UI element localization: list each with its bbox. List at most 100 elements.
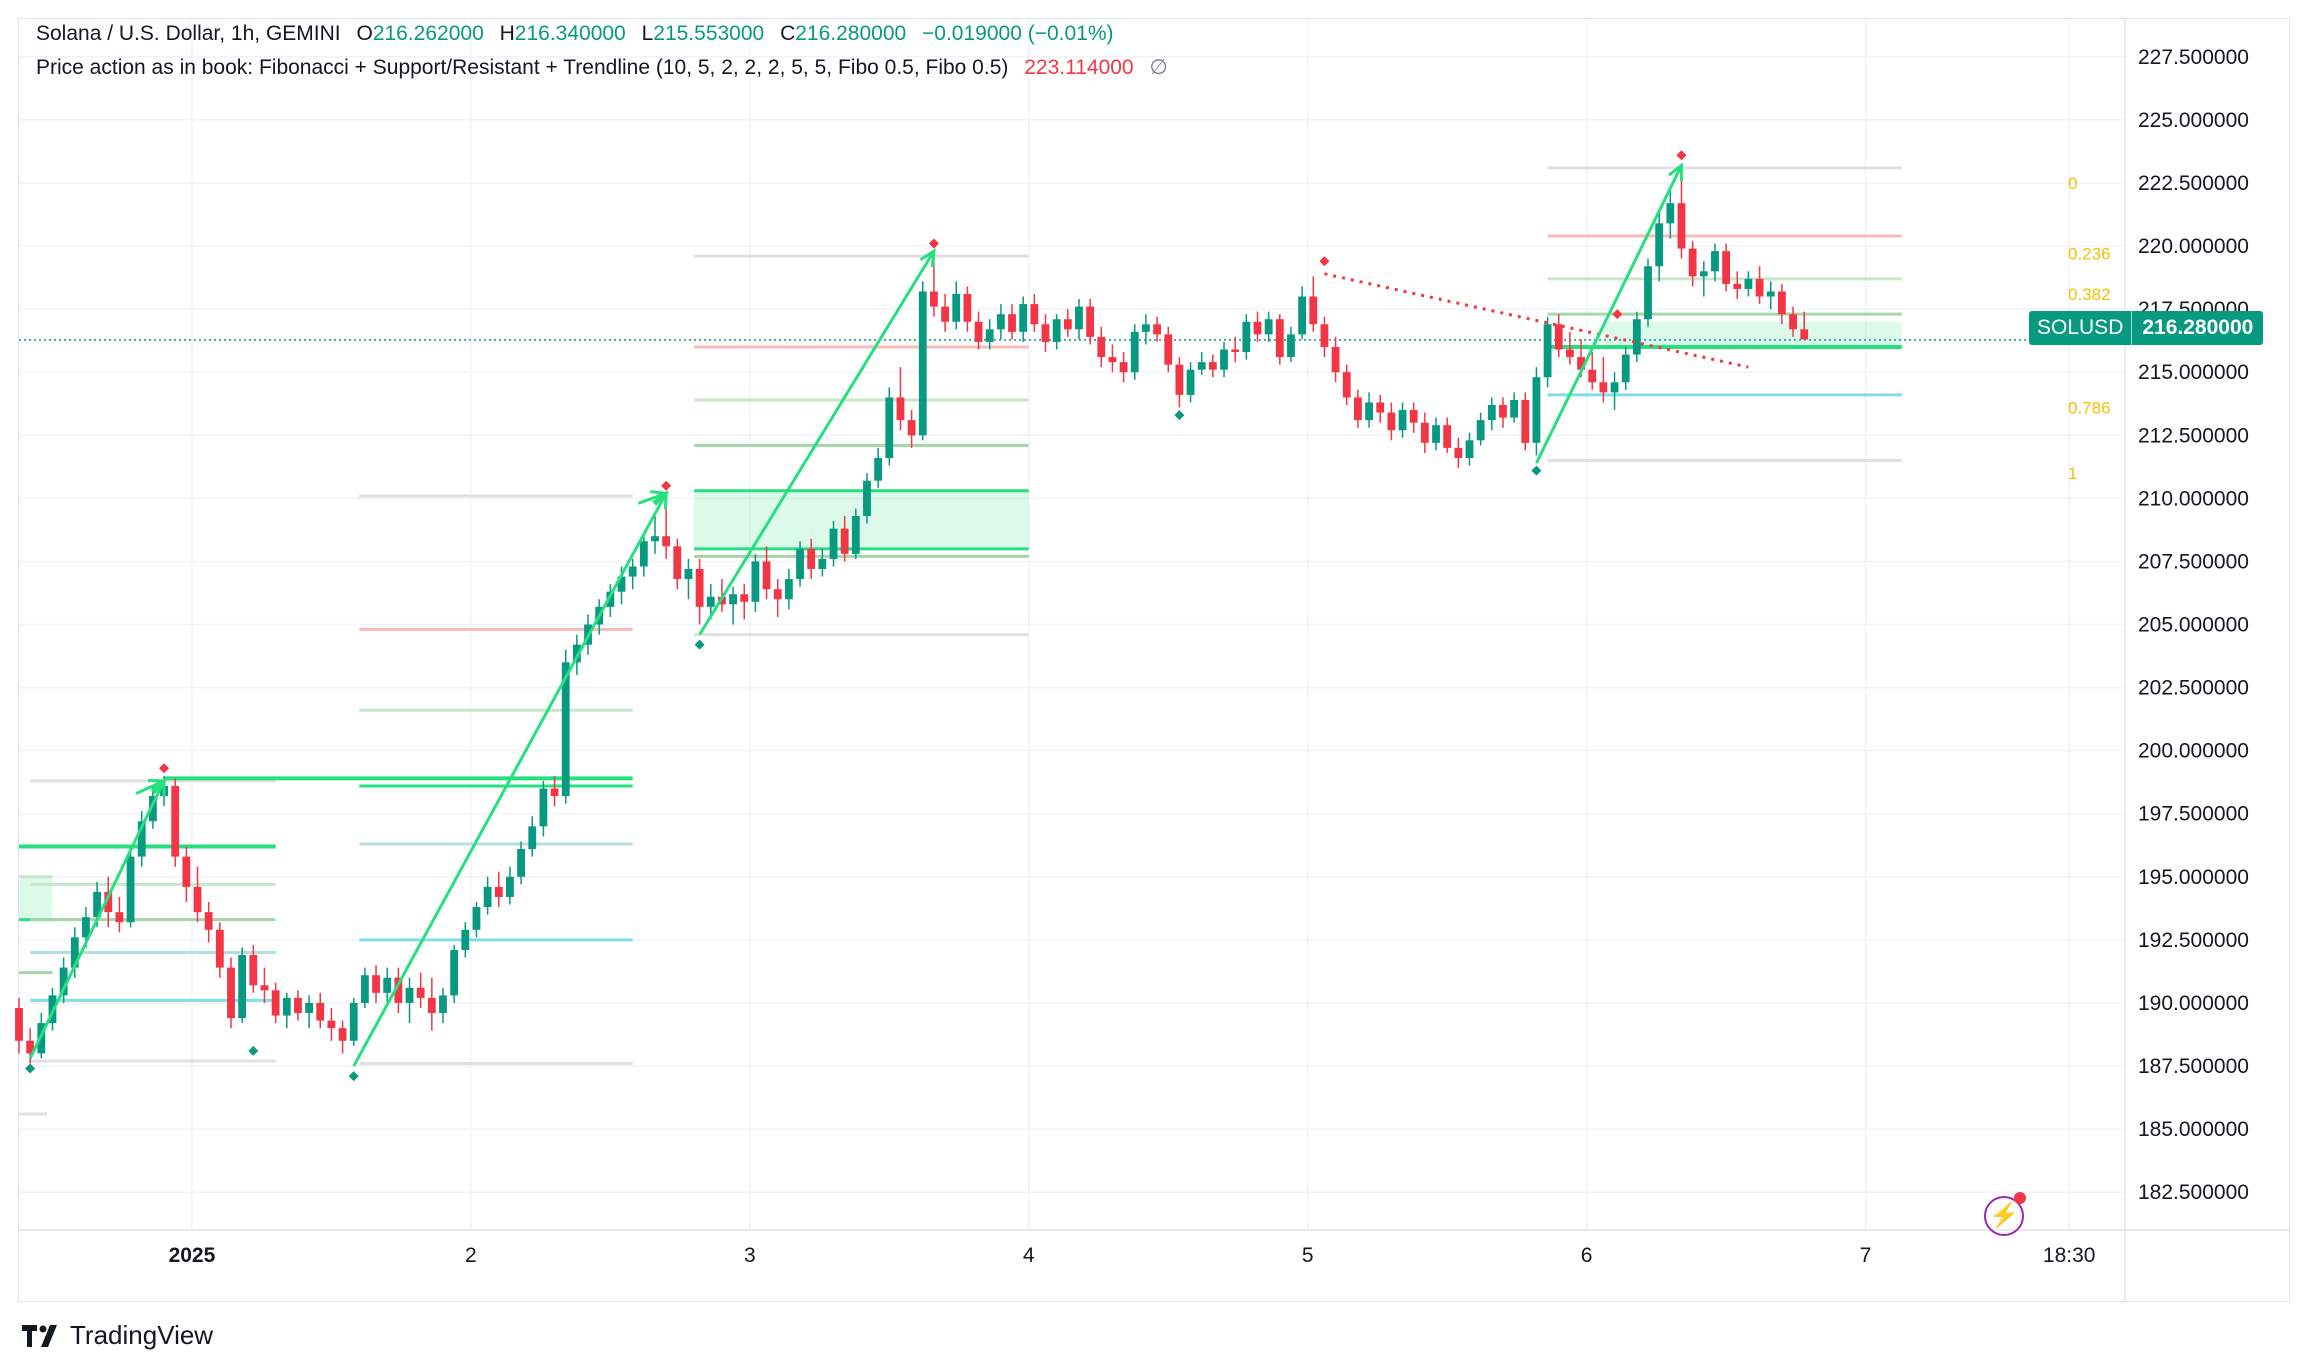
candle-body [360, 975, 369, 1003]
candle-body [1097, 336, 1106, 358]
candle-body [416, 987, 425, 998]
candle-body [1030, 304, 1039, 325]
trend-line-head [919, 248, 936, 268]
price-axis-label: 227.500000 [2138, 46, 2249, 69]
candle-body [1309, 296, 1318, 325]
candle-body [1699, 271, 1708, 277]
candle-body [773, 589, 782, 600]
tradingview-logo[interactable]: TradingView [22, 1320, 213, 1351]
time-axis-label: 3 [744, 1244, 756, 1267]
candle-body [1119, 362, 1128, 373]
candle-body [93, 891, 102, 918]
candle-body [706, 596, 715, 607]
candle-body [1086, 306, 1095, 337]
swing-low-marker [1174, 410, 1185, 421]
candle-body [15, 1007, 23, 1041]
candle-body [952, 293, 961, 322]
swing-high-marker [661, 480, 672, 491]
fib-level-label: 1 [2068, 464, 2077, 483]
indicator-legend[interactable]: Price action as in book: Fibonacci + Sup… [36, 54, 1178, 82]
candle-body [59, 967, 68, 996]
candle-body [1041, 324, 1050, 342]
lightning-icon[interactable]: ⚡ [1984, 1196, 2024, 1236]
candle-body [1354, 397, 1362, 421]
candle-body [171, 785, 180, 857]
price-axis-label: 192.500000 [2138, 929, 2249, 952]
candle-body [907, 420, 916, 436]
price-axis-label: 212.500000 [2138, 424, 2249, 447]
candle-body [1075, 306, 1083, 330]
candle-body [260, 985, 269, 991]
candle-body [1175, 364, 1184, 395]
candle-body [996, 314, 1005, 330]
swing-high-marker [1676, 150, 1687, 161]
brand-name: TradingView [70, 1320, 214, 1350]
ohlc-legend: Solana / U.S. Dollar, 1h, GEMINI O216.26… [36, 20, 1124, 48]
candle-body [1420, 422, 1429, 443]
candle-body [1632, 319, 1641, 355]
candle-body [1766, 291, 1775, 297]
fib-level-label: 0.382 [2068, 285, 2111, 304]
candle-body [840, 528, 849, 554]
indicator-name[interactable]: Price action as in book: Fibonacci + Sup… [36, 56, 1009, 79]
candle-body [1554, 324, 1563, 350]
price-axis-label: 220.000000 [2138, 235, 2249, 258]
candle-body [249, 955, 258, 986]
candle-body [70, 937, 79, 968]
candle-body [729, 594, 737, 605]
candle-body [818, 558, 827, 569]
candle-body [1744, 278, 1753, 289]
last-price-tag: SOLUSD 216.280000 [2029, 311, 2264, 345]
candle-body [1610, 382, 1619, 393]
candle-body [1443, 425, 1452, 448]
swing-low-marker [25, 1063, 36, 1074]
candle-body [963, 293, 972, 322]
candle-body [1499, 405, 1507, 418]
candle-body [561, 662, 570, 797]
candle-body [305, 1002, 314, 1014]
trend-line [352, 492, 668, 1067]
candle-body [405, 987, 414, 1003]
candle-body [1487, 405, 1496, 421]
trend-arrow [135, 779, 165, 795]
candle-body [137, 821, 146, 857]
fib-level-label: 0.236 [2068, 245, 2111, 264]
candle-body [1688, 248, 1697, 277]
candle-body [930, 291, 938, 307]
price-axis-label: 197.500000 [2138, 803, 2249, 826]
price-tag-value: 216.280000 [2142, 316, 2254, 339]
trend-line [28, 780, 166, 1060]
candle-body [974, 321, 983, 342]
tradingview-logo-icon [22, 1324, 57, 1347]
time-axis-label: 2025 [169, 1244, 216, 1267]
candle-body [572, 644, 581, 663]
candle-body [695, 568, 704, 607]
candle-body [1376, 402, 1385, 413]
candle-body [1264, 319, 1273, 335]
candle-body [684, 568, 693, 580]
time-axis-label: 6 [1581, 1244, 1593, 1267]
candle-body [1621, 354, 1630, 383]
price-axis-label: 187.500000 [2138, 1055, 2249, 1078]
candle-body [427, 997, 436, 1014]
candle-body [1253, 321, 1262, 335]
price-axis-label: 185.000000 [2138, 1118, 2249, 1141]
candle-body [1108, 357, 1117, 363]
trend-line [1535, 164, 1683, 464]
candle-body [863, 480, 871, 517]
close-value: C216.280000 [780, 22, 907, 45]
candle-body [316, 1002, 325, 1021]
candle-body [1454, 447, 1463, 458]
candle-body [1588, 369, 1597, 383]
candle-body [104, 891, 113, 913]
candle-body [271, 990, 280, 1016]
candle-body [1287, 334, 1295, 358]
candle-body [784, 579, 793, 600]
symbol-title[interactable]: Solana / U.S. Dollar, 1h, GEMINI [36, 22, 341, 45]
candle-body [1789, 314, 1797, 330]
candle-body [1275, 319, 1284, 358]
candle-body [662, 536, 671, 547]
swing-low-marker [1531, 465, 1542, 476]
candle-body [338, 1028, 347, 1041]
